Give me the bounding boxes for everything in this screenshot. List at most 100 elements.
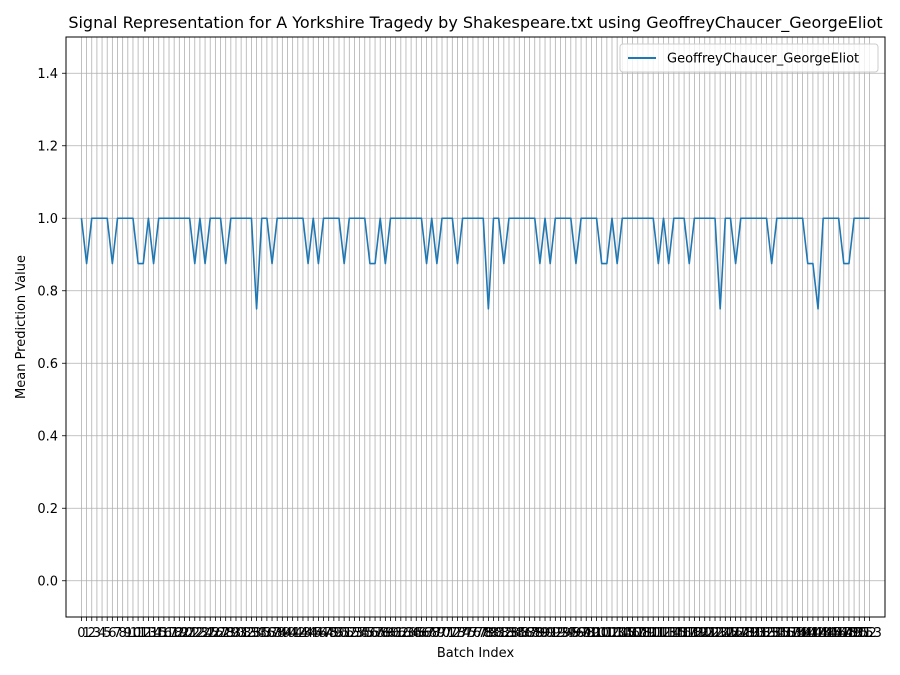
x-tick-label: 54 — [351, 626, 368, 641]
x-tick-label: 138 — [780, 626, 805, 641]
x-tick-label: 55 — [356, 626, 373, 641]
x-tick-label: 131 — [744, 626, 769, 641]
x-tick-label: 136 — [770, 626, 795, 641]
x-tick-label: 72 — [444, 626, 461, 641]
x-tick-label: 134 — [759, 626, 784, 641]
x-tick-label: 86 — [516, 626, 533, 641]
x-tick-label: 5 — [103, 626, 111, 641]
x-tick-label: 12 — [135, 626, 152, 641]
x-tick-label: 58 — [372, 626, 389, 641]
y-tick-label: 0.8 — [37, 284, 58, 299]
x-tick-label: 9 — [124, 626, 132, 641]
x-tick-label: 56 — [362, 626, 379, 641]
x-axis-label: Batch Index — [437, 646, 515, 661]
x-tick-label: 119 — [682, 626, 707, 641]
x-tick-label: 118 — [677, 626, 702, 641]
x-tick-label: 117 — [672, 626, 697, 641]
x-tick-label: 65 — [408, 626, 425, 641]
x-tick-label: 39 — [274, 626, 291, 641]
x-tick-label: 24 — [197, 626, 214, 641]
y-axis-ticks: 0.0 0.2 0.4 0.6 0.8 1.0 1.2 1.4 — [37, 67, 66, 589]
x-tick-label: 78 — [475, 626, 492, 641]
x-tick-label: 6 — [108, 626, 116, 641]
x-tick-label: 137 — [775, 626, 800, 641]
x-tick-label: 77 — [470, 626, 487, 641]
x-tick-label: 139 — [785, 626, 810, 641]
x-tick-label: 97 — [573, 626, 590, 641]
y-tick-label: 0.0 — [37, 574, 58, 589]
x-tick-label: 69 — [429, 626, 446, 641]
x-tick-label: 74 — [454, 626, 471, 641]
x-tick-label: 70 — [434, 626, 451, 641]
y-tick-label: 1.2 — [37, 139, 58, 154]
x-tick-label: 71 — [439, 626, 456, 641]
x-tick-label: 101 — [589, 626, 614, 641]
x-tick-label: 133 — [754, 626, 779, 641]
x-tick-label: 145 — [816, 626, 841, 641]
x-tick-label: 22 — [187, 626, 204, 641]
x-tick-label: 129 — [734, 626, 759, 641]
x-tick-label: 126 — [718, 626, 743, 641]
x-tick-label: 125 — [713, 626, 738, 641]
x-tick-label: 99 — [583, 626, 600, 641]
x-tick-label: 27 — [212, 626, 229, 641]
x-tick-label: 128 — [728, 626, 753, 641]
x-tick-label: 85 — [511, 626, 528, 641]
series-layer — [80, 217, 870, 310]
x-tick-label: 2 — [88, 626, 96, 641]
x-tick-label: 84 — [506, 626, 523, 641]
x-axis-ticks: 0123456789101112131415161718192021222324… — [77, 617, 882, 641]
x-tick-label: 16 — [156, 626, 173, 641]
legend-box — [619, 43, 879, 73]
series-line — [80, 217, 870, 310]
x-tick-label: 49 — [326, 626, 343, 641]
x-tick-label: 76 — [465, 626, 482, 641]
x-tick-label: 91 — [542, 626, 559, 641]
x-tick-label: 150 — [842, 626, 867, 641]
x-tick-label: 73 — [449, 626, 466, 641]
x-tick-label: 123 — [703, 626, 728, 641]
legend: GeoffreyChaucer_GeorgeEliot — [619, 43, 879, 73]
x-tick-label: 112 — [646, 626, 671, 641]
x-tick-label: 51 — [336, 626, 353, 641]
x-tick-label: 80 — [485, 626, 502, 641]
x-tick-label: 110 — [636, 626, 661, 641]
x-tick-label: 152 — [852, 626, 877, 641]
x-tick-label: 67 — [418, 626, 435, 641]
x-tick-label: 26 — [207, 626, 224, 641]
x-tick-label: 25 — [202, 626, 219, 641]
x-tick-label: 89 — [532, 626, 549, 641]
x-tick-label: 20 — [176, 626, 193, 641]
y-axis-label: Mean Prediction Value — [14, 255, 29, 399]
x-tick-label: 7 — [113, 626, 121, 641]
x-tick-label: 124 — [708, 626, 733, 641]
x-tick-label: 46 — [310, 626, 327, 641]
x-tick-label: 130 — [739, 626, 764, 641]
x-tick-label: 31 — [233, 626, 250, 641]
x-tick-label: 40 — [279, 626, 296, 641]
x-tick-label: 0 — [77, 626, 85, 641]
x-tick-label: 141 — [795, 626, 820, 641]
x-tick-label: 140 — [790, 626, 815, 641]
x-tick-label: 98 — [578, 626, 595, 641]
x-tick-label: 102 — [594, 626, 619, 641]
x-tick-label: 15 — [150, 626, 167, 641]
x-gridlines — [81, 37, 870, 617]
x-tick-label: 116 — [667, 626, 692, 641]
x-tick-label: 105 — [610, 626, 635, 641]
x-tick-label: 142 — [800, 626, 825, 641]
x-tick-label: 81 — [490, 626, 507, 641]
x-tick-label: 45 — [305, 626, 322, 641]
x-tick-label: 30 — [228, 626, 245, 641]
x-tick-label: 14 — [145, 626, 162, 641]
x-tick-label: 107 — [620, 626, 645, 641]
x-tick-label: 113 — [651, 626, 676, 641]
x-tick-label: 115 — [661, 626, 686, 641]
x-tick-label: 143 — [806, 626, 831, 641]
x-tick-label: 57 — [367, 626, 384, 641]
x-tick-label: 93 — [552, 626, 569, 641]
x-tick-label: 149 — [837, 626, 862, 641]
y-tick-label: 0.4 — [37, 429, 58, 444]
x-tick-label: 109 — [630, 626, 655, 641]
x-tick-label: 148 — [831, 626, 856, 641]
